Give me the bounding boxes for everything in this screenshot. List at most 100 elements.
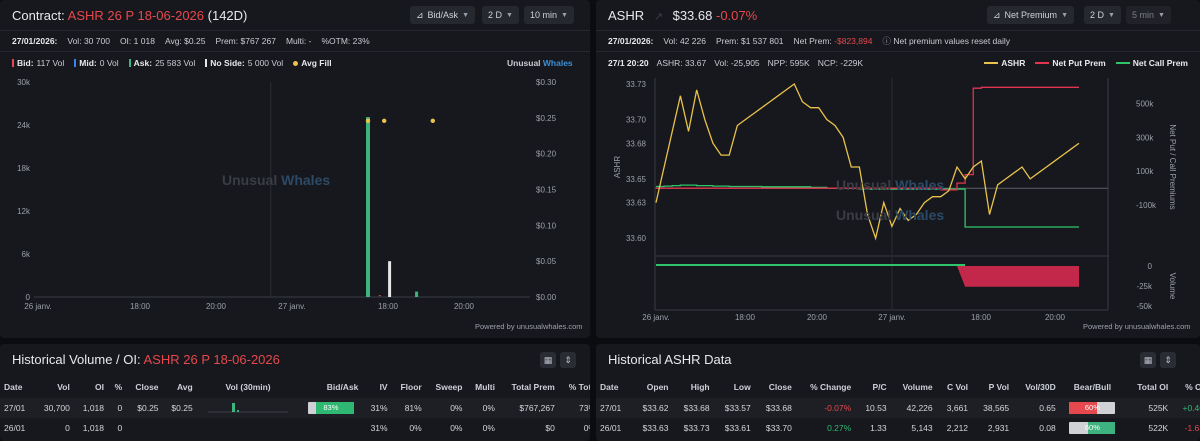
column-header[interactable]: IV [379,382,388,392]
column-header[interactable]: Vol (30min) [225,382,271,392]
table-row[interactable]: 26/01 0 1,018 0 31% 0% 0% 0% $0 0% [0,418,590,438]
powered-by[interactable]: Powered by unusualwhales.com [475,322,583,331]
legend-ask[interactable]: Ask: 25 583 Vol [128,58,195,68]
legend-no-side[interactable]: No Side: 5 000 Vol [205,58,283,68]
x-tick-label: 27 janv. [278,302,305,311]
sentiment-bar: 60% [1069,422,1116,434]
legend-net-put[interactable]: Net Put Prem [1035,58,1106,68]
volume-area [656,266,1079,287]
x-tick-label: 18:00 [735,313,756,322]
table-settings-icon[interactable]: ▦ [1140,352,1156,368]
y2-axis-label: Net Put / Call Premiums [1168,124,1177,209]
mid-swatch [74,59,77,67]
range-select[interactable]: 2 D ▼ [1084,6,1121,24]
price-tick-label: 33.70 [626,116,647,125]
column-header[interactable]: Volume [902,382,933,392]
net-put-prem-line [656,86,1079,191]
cell-close [126,418,162,438]
column-header[interactable]: Vol [57,382,70,392]
column-header[interactable]: Sweep [435,382,463,392]
chevron-down-icon: ▼ [462,11,469,19]
cell-floor: 81% [391,398,426,418]
cell-total-oi: 522K [1148,423,1169,433]
cell-date: 27/01 [0,398,35,418]
info-icon: ⓘ [882,36,891,46]
column-header[interactable]: Avg [176,382,193,392]
table-settings-icon[interactable]: ▦ [540,352,556,368]
column-header[interactable]: Date [4,382,23,392]
legend-avg-fill[interactable]: Avg Fill [293,58,332,68]
cell-volume: 5,143 [911,423,933,433]
column-header[interactable]: Bear/Bull [1073,382,1112,392]
column-header[interactable]: Open [646,382,669,392]
column-header[interactable]: % OI [1185,382,1200,392]
interval-select[interactable]: 10 min ▼ [524,6,574,24]
table-header: Date Vol OI% Close Avg Vol (30min) Bid/Ask IV Fl… [0,376,590,398]
stock-ticker[interactable]: ASHR [608,7,645,23]
historical-stock-title: Historical ASHR Data [608,352,732,367]
avg-fill-point [430,118,435,124]
legend-mid[interactable]: Mid: 0 Vol [74,58,119,68]
premium-mode-select[interactable]: ⊿ Net Premium ▼ [987,6,1074,24]
stats-otm: %OTM: 23% [321,36,370,46]
interval-select[interactable]: 5 min ▼ [1126,6,1171,24]
column-header[interactable]: High [690,382,710,392]
legend-net-call[interactable]: Net Call Prem [1115,58,1188,68]
cell-close: $33.68 [754,398,796,418]
cell-vol-30d: 0.65 [1013,398,1060,418]
column-header[interactable]: % [114,382,123,392]
contract-dte: (142D) [207,7,248,23]
watermark-word-1: Unusual [222,172,281,188]
watermark-word-1: Unusual [836,177,895,193]
legend-ashr[interactable]: ASHR [984,58,1025,68]
column-header[interactable]: % Tota [568,382,590,392]
column-header[interactable]: Date [600,382,619,392]
column-header[interactable]: Total Prem [511,382,555,392]
table-row[interactable]: 26/01 $33.63 $33.73 $33.61 $33.70 0.27% 1.33 5,… [596,418,1200,438]
cell-multi: 0% [482,423,495,433]
expand-icon[interactable]: ⇕ [560,352,576,368]
premium-tick-label: 100k [1136,167,1154,176]
avg-fill-point [365,118,371,124]
line-legend: ASHR Net Put Prem Net Call Prem [972,54,1200,72]
column-header[interactable]: Bid/Ask [326,382,359,392]
price-tick-label: 33.63 [626,199,647,208]
volume-tick-label: -25k [1136,282,1153,291]
cell-c-vol: 3,661 [936,398,973,418]
contract-symbol[interactable]: ASHR 26 P 18-06-2026 [67,7,205,23]
range-select[interactable]: 2 D ▼ [482,6,519,24]
cell-vol: 30,700 [34,398,74,418]
expand-icon[interactable]: ⇕ [1160,352,1176,368]
column-header[interactable]: Close [135,382,159,392]
cell-total-prem: $0 [545,423,555,433]
column-header[interactable]: Low [733,382,751,392]
cell-open: $33.62 [631,398,673,418]
column-header[interactable]: Vol/30D [1025,382,1056,392]
interval-select-value: 10 min [530,10,558,20]
column-header[interactable]: Floor [400,382,422,392]
column-header[interactable]: Multi [475,382,495,392]
powered-by[interactable]: Powered by unusualwhales.com [1083,322,1191,331]
column-header[interactable]: Close [768,382,792,392]
column-header[interactable]: P/C [872,382,887,392]
table-row[interactable]: 27/01 $33.62 $33.68 $33.57 $33.68 -0.07% 10.53… [596,398,1200,418]
price-tick-label: 33.65 [626,175,647,184]
column-header[interactable]: P Vol [988,382,1010,392]
premium-mode-value: Net Premium [1004,10,1058,20]
cursor-ncp: NCP: -229K [817,58,864,68]
stats-date: 27/01/2026: [608,36,654,46]
legend-bid[interactable]: Bid: 117 Vol [12,58,64,68]
premium-tick-label: -100k [1136,201,1157,210]
net-put-swatch [1035,62,1050,64]
table-row[interactable]: 27/01 30,700 1,018 0 $0.25 $0.25 83% 31% 81% 0% 0%… [0,398,590,418]
table-header: Date Open High Low Close % Change P/C Volume C V… [596,376,1200,398]
cell-multi: 0% [466,398,499,418]
mode-select[interactable]: ⊿ Bid/Ask ▼ [410,6,475,24]
column-header[interactable]: % Change [810,382,852,392]
y-tick-label: 30k [17,78,31,87]
stats-netprem: Net Prem: -$823,894 [793,36,873,46]
y-tick-label: 0 [26,293,31,302]
column-header[interactable]: Total OI [1137,382,1169,392]
column-header[interactable]: OI [95,382,105,392]
column-header[interactable]: C Vol [946,382,969,392]
